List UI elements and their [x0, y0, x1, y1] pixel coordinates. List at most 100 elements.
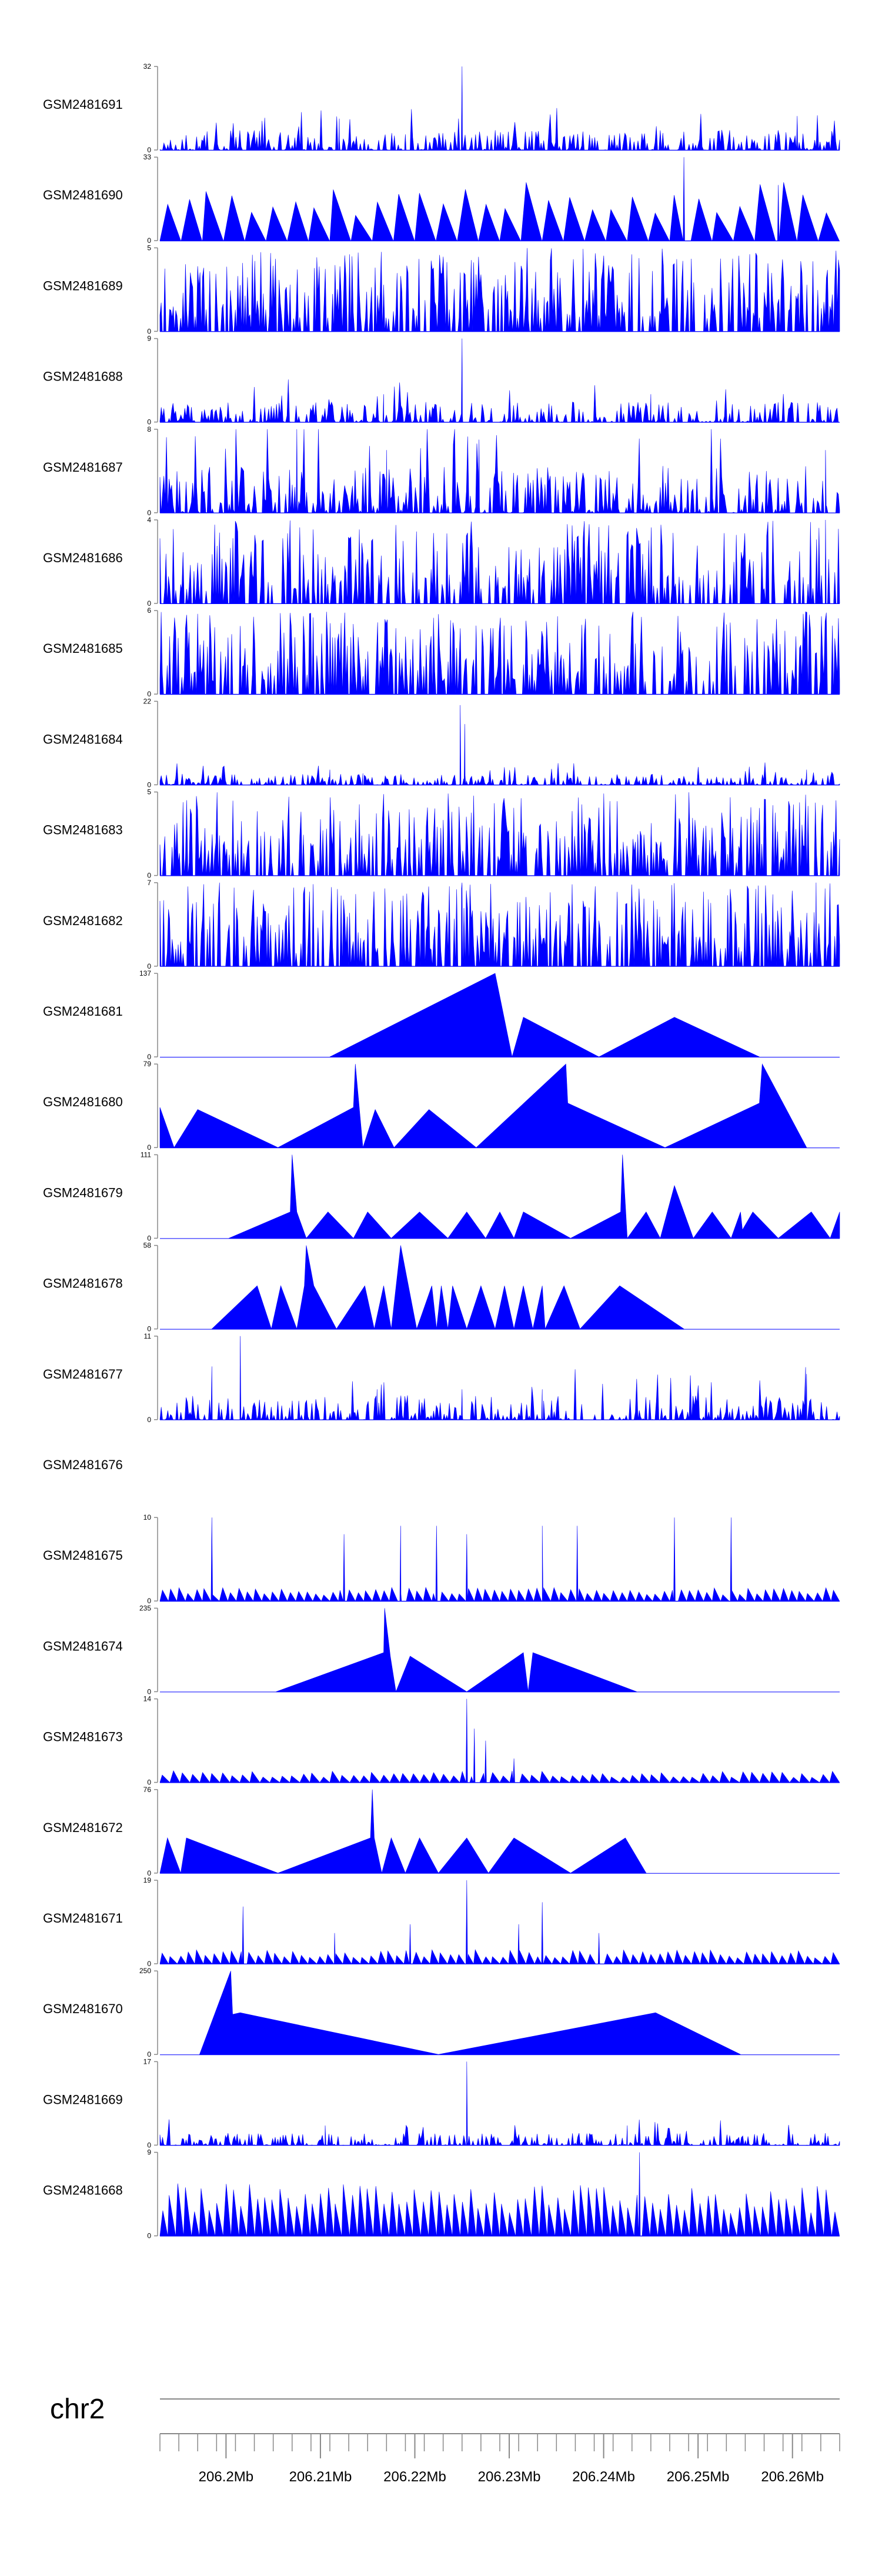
track-GSM2481687: GSM2481687 8 0	[43, 425, 840, 517]
y-max-label: 58	[143, 1242, 152, 1250]
y-min-label: 0	[147, 509, 151, 517]
y-min-label: 0	[147, 1687, 151, 1696]
coverage-area	[159, 705, 840, 786]
track-label: GSM2481691	[43, 97, 123, 112]
y-max-label: 111	[141, 1150, 152, 1159]
x-tick-label: 206.25Mb	[667, 2469, 730, 2485]
track-GSM2481689: GSM2481689 5 0	[43, 243, 840, 335]
track-GSM2481679: GSM2481679 111 0	[43, 1150, 840, 1242]
y-min-label: 0	[147, 1960, 151, 1968]
y-min-label: 0	[147, 418, 151, 426]
y-min-label: 0	[147, 2232, 151, 2240]
track-label: GSM2481685	[43, 641, 123, 656]
coverage-area	[159, 248, 840, 332]
y-max-label: 250	[139, 1967, 151, 1975]
track-GSM2481690: GSM2481690 33 0	[43, 153, 840, 245]
coverage-area	[199, 1971, 741, 2055]
track-GSM2481686: GSM2481686 4 0	[43, 516, 840, 608]
track-GSM2481671: GSM2481671 19 0	[43, 1876, 840, 1968]
y-max-label: 6	[147, 606, 151, 615]
data-tracks: GSM2481691320GSM2481690330GSM248168950GS…	[43, 62, 840, 2240]
y-max-label: 32	[143, 62, 152, 71]
y-min-label: 0	[147, 327, 151, 335]
y-max-label: 4	[147, 516, 151, 524]
track-GSM2481676: GSM2481676	[43, 1457, 123, 1472]
x-tick-label: 206.24Mb	[572, 2469, 635, 2485]
track-label: GSM2481680	[43, 1095, 123, 1109]
track-label: GSM2481688	[43, 369, 123, 384]
coverage-area	[159, 2152, 840, 2236]
genome-axis: chr2 206.2Mb 206.21Mb 206.22Mb 206.23Mb 206.…	[50, 2394, 840, 2485]
coverage-area	[159, 882, 840, 967]
coverage-area	[159, 1880, 840, 1965]
coverage-area	[159, 1789, 647, 1874]
y-min-label: 0	[147, 1234, 151, 1242]
coverage-area	[159, 1336, 840, 1420]
coverage-area	[159, 1699, 840, 1783]
track-GSM2481677: GSM2481677 11 0	[43, 1332, 840, 1424]
track-GSM2481672: GSM2481672 76 0	[43, 1786, 840, 1877]
x-tick-label: 206.26Mb	[761, 2469, 824, 2485]
coverage-area	[159, 611, 840, 695]
y-max-label: 11	[144, 1332, 152, 1340]
y-min-label: 0	[147, 1778, 151, 1787]
y-max-label: 9	[147, 335, 151, 343]
y-max-label: 76	[143, 1786, 152, 1794]
track-GSM2481668: GSM2481668 9 0	[43, 2148, 840, 2240]
y-min-label: 0	[147, 2050, 151, 2058]
y-min-label: 0	[147, 236, 151, 245]
y-min-label: 0	[147, 690, 151, 698]
track-label: GSM2481684	[43, 732, 123, 746]
track-label: GSM2481687	[43, 460, 123, 475]
coverage-area	[159, 1517, 840, 1601]
coverage-area	[159, 338, 840, 423]
y-max-label: 137	[139, 969, 151, 977]
track-label: GSM2481677	[43, 1367, 123, 1382]
track-label: GSM2481686	[43, 550, 123, 565]
y-min-label: 0	[147, 780, 151, 789]
x-tick-label: 206.2Mb	[199, 2469, 253, 2485]
coverage-area	[276, 1608, 637, 1693]
track-GSM2481675: GSM2481675 10 0	[43, 1513, 840, 1605]
coverage-area	[159, 157, 840, 241]
y-max-label: 19	[143, 1876, 152, 1884]
track-GSM2481684: GSM2481684 22 0	[43, 697, 840, 789]
track-GSM2481681: GSM2481681 137 0	[43, 969, 840, 1061]
coverage-area	[211, 1245, 685, 1330]
coverage-area	[159, 66, 840, 151]
coverage-area	[159, 519, 840, 604]
y-min-label: 0	[147, 599, 151, 608]
y-max-label: 22	[143, 697, 152, 705]
y-max-label: 14	[143, 1695, 152, 1703]
y-min-label: 0	[147, 1597, 151, 1605]
track-GSM2481682: GSM2481682 7 0	[43, 879, 840, 970]
track-label: GSM2481690	[43, 188, 123, 202]
track-label: GSM2481670	[43, 2001, 123, 2016]
track-label: GSM2481668	[43, 2183, 123, 2198]
track-label: GSM2481683	[43, 823, 123, 837]
coverage-area	[159, 792, 840, 876]
y-min-label: 0	[147, 1416, 151, 1424]
y-max-label: 7	[147, 879, 151, 887]
track-label: GSM2481679	[43, 1185, 123, 1200]
track-label: GSM2481678	[43, 1276, 123, 1291]
track-label: GSM2481675	[43, 1548, 123, 1563]
y-max-label: 33	[143, 153, 152, 161]
y-min-label: 0	[147, 1869, 151, 1877]
track-GSM2481678: GSM2481678 58 0	[43, 1242, 840, 1333]
y-max-label: 79	[143, 1060, 152, 1068]
track-GSM2481673: GSM2481673 14 0	[43, 1695, 840, 1787]
y-min-label: 0	[147, 146, 151, 154]
track-label: GSM2481669	[43, 2092, 123, 2107]
y-max-label: 10	[143, 1513, 152, 1521]
track-GSM2481691: GSM2481691 32 0	[43, 62, 840, 154]
track-GSM2481680: GSM2481680 79 0	[43, 1060, 840, 1152]
track-GSM2481669: GSM2481669 17 0	[43, 2057, 840, 2149]
y-min-label: 0	[147, 1143, 151, 1152]
coverage-area	[159, 1063, 807, 1148]
track-label: GSM2481676	[43, 1457, 123, 1472]
track-label: GSM2481671	[43, 1911, 123, 1926]
track-label: GSM2481673	[43, 1730, 123, 1744]
y-max-label: 5	[147, 243, 151, 252]
track-GSM2481685: GSM2481685 6 0	[43, 606, 840, 698]
